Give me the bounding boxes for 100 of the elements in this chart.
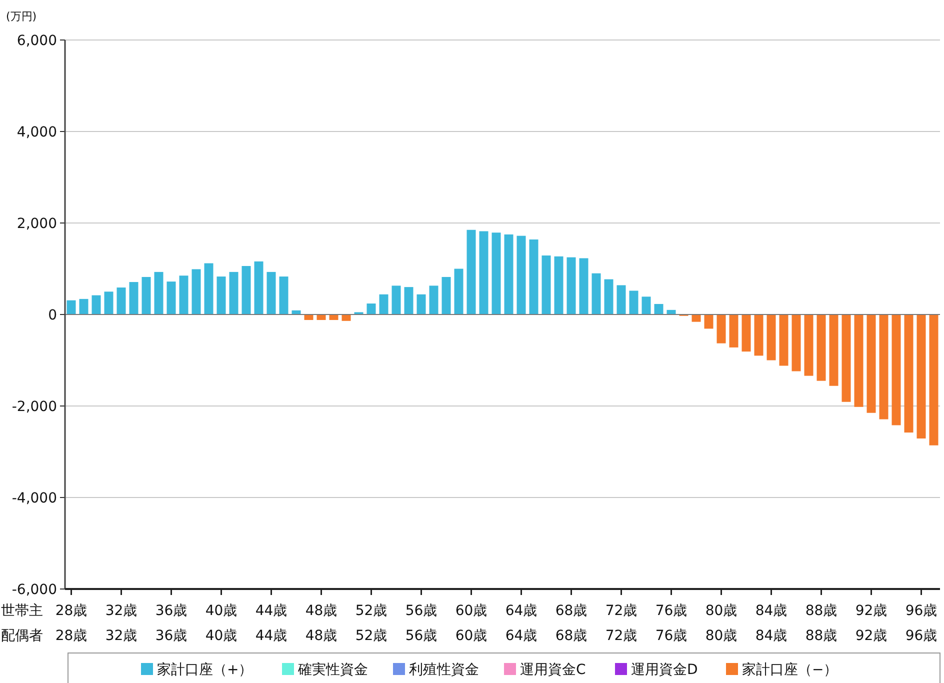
x-tick-label: 64歳 64歳 — [505, 603, 538, 644]
text: 世帯主 — [1, 603, 43, 619]
bar — [266, 272, 276, 314]
y-tick-label: 2,000 — [16, 216, 57, 232]
text: 配偶者 — [1, 628, 43, 644]
bar — [104, 292, 114, 314]
bar — [854, 314, 864, 407]
bar — [242, 266, 251, 314]
bar — [816, 314, 826, 381]
bar — [379, 294, 388, 314]
x-tick-label: 68歳 68歳 — [555, 603, 588, 644]
bar — [516, 236, 526, 314]
bar — [466, 230, 476, 314]
bar — [279, 276, 288, 314]
bar — [142, 276, 151, 314]
bar — [166, 282, 176, 314]
x-tick-label: 84歳 84歳 — [755, 603, 788, 644]
bar — [566, 257, 576, 314]
legend-label: 家計口座（−） — [742, 662, 838, 678]
legend-label: 家計口座（+） — [157, 662, 253, 678]
y-tick-label: -2,000 — [12, 399, 57, 415]
x-tick-label: 88歳 88歳 — [805, 603, 838, 644]
y-tick-label: 4,000 — [16, 124, 57, 140]
bar — [654, 304, 664, 314]
bar — [216, 276, 226, 314]
bar — [829, 314, 838, 386]
x-tick-label: 72歳 72歳 — [605, 603, 638, 644]
bar — [116, 288, 126, 314]
bar — [454, 268, 464, 314]
x-tick-label: 76歳 76歳 — [655, 603, 688, 644]
x-tick-label: 52歳 52歳 — [355, 603, 388, 644]
bar — [416, 294, 426, 314]
bar — [754, 314, 764, 356]
y-axis-title: (万円) — [6, 10, 37, 23]
x-tick-label: 40歳 40歳 — [205, 603, 238, 644]
bar — [616, 285, 626, 314]
bar — [554, 256, 564, 314]
bar — [592, 273, 601, 314]
x-tick-label: 48歳 48歳 — [305, 603, 338, 644]
bar — [442, 276, 451, 314]
bar — [916, 314, 926, 438]
bar — [542, 255, 551, 314]
legend-label: 利殖性資金 — [409, 662, 479, 678]
y-tick-label: 6,000 — [16, 33, 57, 49]
bar — [742, 314, 751, 352]
x-tick-label: 44歳 44歳 — [255, 603, 288, 644]
bar — [529, 239, 538, 314]
x-tick-label: 80歳 80歳 — [705, 603, 738, 644]
y-tick-label: -6,000 — [12, 582, 57, 598]
bar — [804, 314, 814, 376]
bar — [929, 314, 938, 446]
bar — [692, 314, 701, 322]
bar — [329, 314, 338, 320]
bar — [154, 272, 164, 314]
bar — [366, 304, 376, 314]
bar — [879, 314, 888, 420]
bar — [254, 261, 264, 314]
bar — [404, 287, 414, 314]
bar — [204, 263, 214, 314]
bar — [304, 314, 314, 320]
bar — [642, 296, 651, 314]
bar — [629, 290, 638, 314]
bar — [129, 282, 138, 314]
bar — [192, 269, 201, 314]
bar — [792, 314, 801, 372]
bar — [604, 279, 614, 314]
legend-label: 運用資金D — [631, 662, 698, 678]
bar — [92, 295, 101, 314]
x-tick-label: 60歳 60歳 — [455, 603, 488, 644]
bar — [842, 314, 851, 402]
bar — [316, 314, 326, 320]
bar — [729, 314, 738, 348]
bar — [716, 314, 726, 344]
bar — [66, 300, 76, 314]
bar — [342, 314, 351, 321]
bar — [704, 314, 714, 329]
bar — [504, 234, 514, 314]
legend-label: 確実性資金 — [297, 662, 368, 678]
legend-label: 運用資金C — [520, 662, 586, 678]
y-tick-label: 0 — [48, 308, 57, 324]
bar — [479, 231, 488, 314]
bar — [429, 286, 438, 314]
bar — [392, 286, 401, 314]
bar — [892, 314, 901, 426]
x-tick-label: 28歳 28歳 — [55, 603, 88, 644]
bar — [492, 232, 501, 314]
y-tick-label: -4,000 — [12, 490, 57, 506]
x-tick-label: 96歳 96歳 — [905, 603, 938, 644]
bar — [904, 314, 914, 433]
bar — [79, 298, 88, 314]
bar — [179, 276, 188, 314]
x-tick-label: 92歳 92歳 — [855, 603, 888, 644]
bar — [779, 314, 788, 366]
bar — [229, 272, 238, 314]
bar — [766, 314, 776, 360]
x-tick-label: 32歳 32歳 — [105, 603, 138, 644]
bar — [866, 314, 876, 413]
bar — [579, 258, 588, 314]
x-tick-label: 56歳 56歳 — [405, 603, 438, 644]
x-tick-label: 36歳 36歳 — [155, 603, 188, 644]
